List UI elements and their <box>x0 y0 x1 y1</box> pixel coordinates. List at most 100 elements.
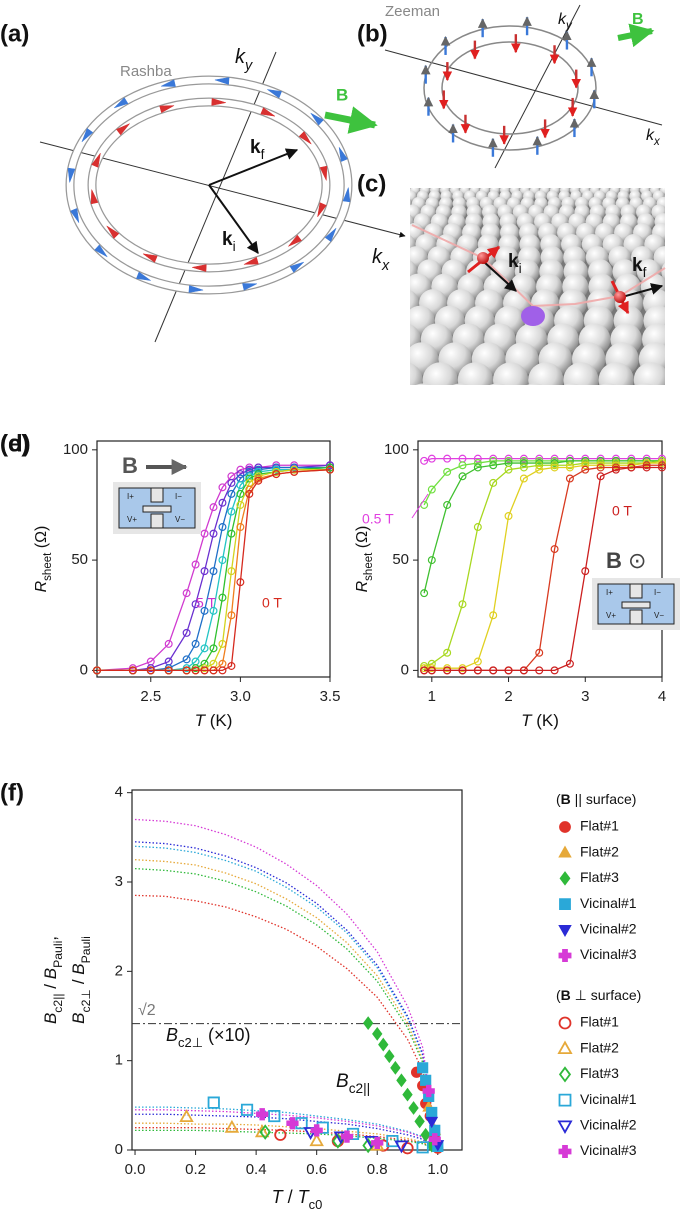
data-point <box>182 664 191 673</box>
marker <box>207 1096 220 1109</box>
text-part: Pauli <box>79 936 93 963</box>
data-point <box>218 498 227 507</box>
text-part: y <box>244 58 253 74</box>
atom <box>452 383 469 385</box>
text-part: B <box>336 1071 349 1092</box>
spin-arrow <box>214 77 230 85</box>
atom <box>457 362 493 385</box>
data-point <box>236 465 245 474</box>
data-point <box>596 463 605 472</box>
impurity <box>521 306 545 326</box>
data-point <box>200 664 209 673</box>
annotation: Bc2|| <box>336 1071 370 1096</box>
marker <box>240 1103 254 1116</box>
atom <box>410 363 423 385</box>
panel-label: (d) <box>0 430 31 457</box>
inset-field: B <box>122 453 138 478</box>
data-point <box>209 503 218 512</box>
data-point <box>272 467 281 476</box>
data-point <box>427 454 436 463</box>
data-point <box>596 461 605 470</box>
marker <box>557 1040 573 1054</box>
spin-arrow <box>188 285 204 293</box>
fit-line <box>134 845 439 1151</box>
data-point <box>420 456 429 465</box>
data-point <box>550 666 559 675</box>
marker <box>420 1074 432 1086</box>
data-point <box>657 459 666 468</box>
data-point <box>473 454 482 463</box>
data-point <box>420 661 429 670</box>
marker <box>559 871 571 886</box>
line <box>154 51 277 343</box>
data-point <box>227 567 236 576</box>
fit-line <box>135 1106 439 1151</box>
legend-label: Flat#2 <box>580 843 619 859</box>
marker <box>408 1101 419 1115</box>
device-slit <box>621 601 651 609</box>
legend-heading: (B ⊥ surface) <box>556 987 641 1003</box>
data-point <box>504 465 513 474</box>
marker <box>416 1141 429 1154</box>
x-axis-label: T (K) <box>195 711 233 730</box>
x-tick-label: 0.6 <box>306 1161 327 1178</box>
text-part: (K) <box>532 711 559 730</box>
ring <box>441 41 579 135</box>
spin-arrow <box>90 189 99 205</box>
marker <box>372 1026 383 1041</box>
marker <box>286 1117 299 1130</box>
y-axis-label: Bc2|| / BPauli, <box>41 936 65 1024</box>
lead-label: V− <box>654 611 664 620</box>
line <box>617 23 655 48</box>
lead-label: V+ <box>127 515 137 524</box>
data-point <box>596 459 605 468</box>
data-point <box>200 567 209 576</box>
marker <box>378 1037 389 1052</box>
text-part: k <box>632 255 643 276</box>
text-part: T <box>272 1187 285 1207</box>
data-point <box>489 461 498 470</box>
marker <box>426 1106 438 1119</box>
line <box>411 493 429 519</box>
x-tick-label: 0.0 <box>125 1161 146 1178</box>
spin-arrow <box>81 128 94 143</box>
annotation: Bc2⊥ (×10) <box>166 1025 251 1050</box>
data-point <box>642 461 651 470</box>
data-point <box>272 465 281 474</box>
line <box>621 283 664 298</box>
data-point <box>627 463 636 472</box>
series-line <box>96 464 330 672</box>
data-point <box>504 454 513 463</box>
ring <box>66 76 352 294</box>
data-point <box>611 461 620 470</box>
data-point <box>191 600 200 609</box>
legend-label: Flat#2 <box>580 1039 619 1055</box>
text-part: i <box>519 261 522 276</box>
device-slit <box>150 513 164 529</box>
data-point <box>565 474 574 483</box>
axis-label: kx <box>646 127 661 148</box>
text-part: B <box>166 1025 178 1045</box>
legend-label: Flat#1 <box>580 1014 619 1030</box>
data-point <box>218 556 227 565</box>
marker <box>422 1084 435 1098</box>
spin-arrow <box>319 165 328 181</box>
text-part: B <box>41 968 60 979</box>
data-point <box>504 511 513 520</box>
field-label: B <box>336 85 348 104</box>
legend-label: Vicinal#2 <box>580 1117 637 1133</box>
fit-line <box>135 1113 439 1151</box>
atom <box>493 362 529 385</box>
spin-arrow <box>67 167 76 183</box>
panel-title: Zeeman <box>385 3 440 20</box>
data-point <box>458 666 467 675</box>
spin-arrow <box>106 225 120 239</box>
text-part: c0 <box>309 1197 323 1212</box>
axis-label: ky <box>558 11 573 32</box>
data-point <box>642 459 651 468</box>
y-tick-label: 100 <box>63 441 88 458</box>
data-point <box>146 664 155 673</box>
data-point <box>164 639 173 648</box>
data-point <box>218 523 227 532</box>
data-point <box>443 467 452 476</box>
